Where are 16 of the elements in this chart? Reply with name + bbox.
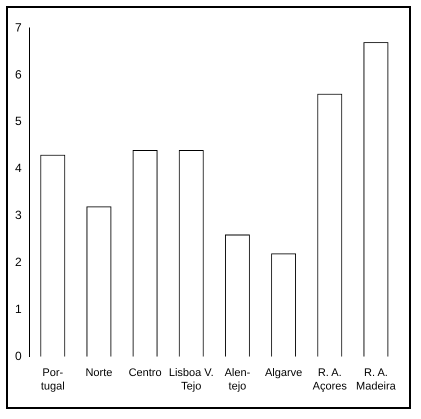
y-tick-label: 6	[14, 67, 22, 82]
x-tick-label: Algarve	[264, 367, 302, 380]
x-tick-label: R. A. Açores	[312, 367, 348, 392]
y-tick-label: 5	[14, 114, 22, 128]
x-tick-label: Centro	[128, 367, 162, 380]
y-tick-label: 3	[14, 208, 22, 222]
y-tick-label: 0	[14, 348, 22, 363]
x-tick-label: R. A. Madeira	[356, 367, 397, 392]
x-tick-label: Norte	[85, 367, 112, 380]
y-tick-label: 7	[14, 20, 22, 34]
x-tick-label: Alen- tejo	[224, 367, 251, 392]
y-tick-label: 2	[14, 255, 22, 270]
x-tick-label: Por- tugal	[40, 367, 65, 392]
y-tick-label: 1	[14, 302, 22, 316]
y-tick-label: 4	[14, 161, 22, 176]
x-tick-label: Lisboa V. Tejo	[168, 367, 214, 392]
